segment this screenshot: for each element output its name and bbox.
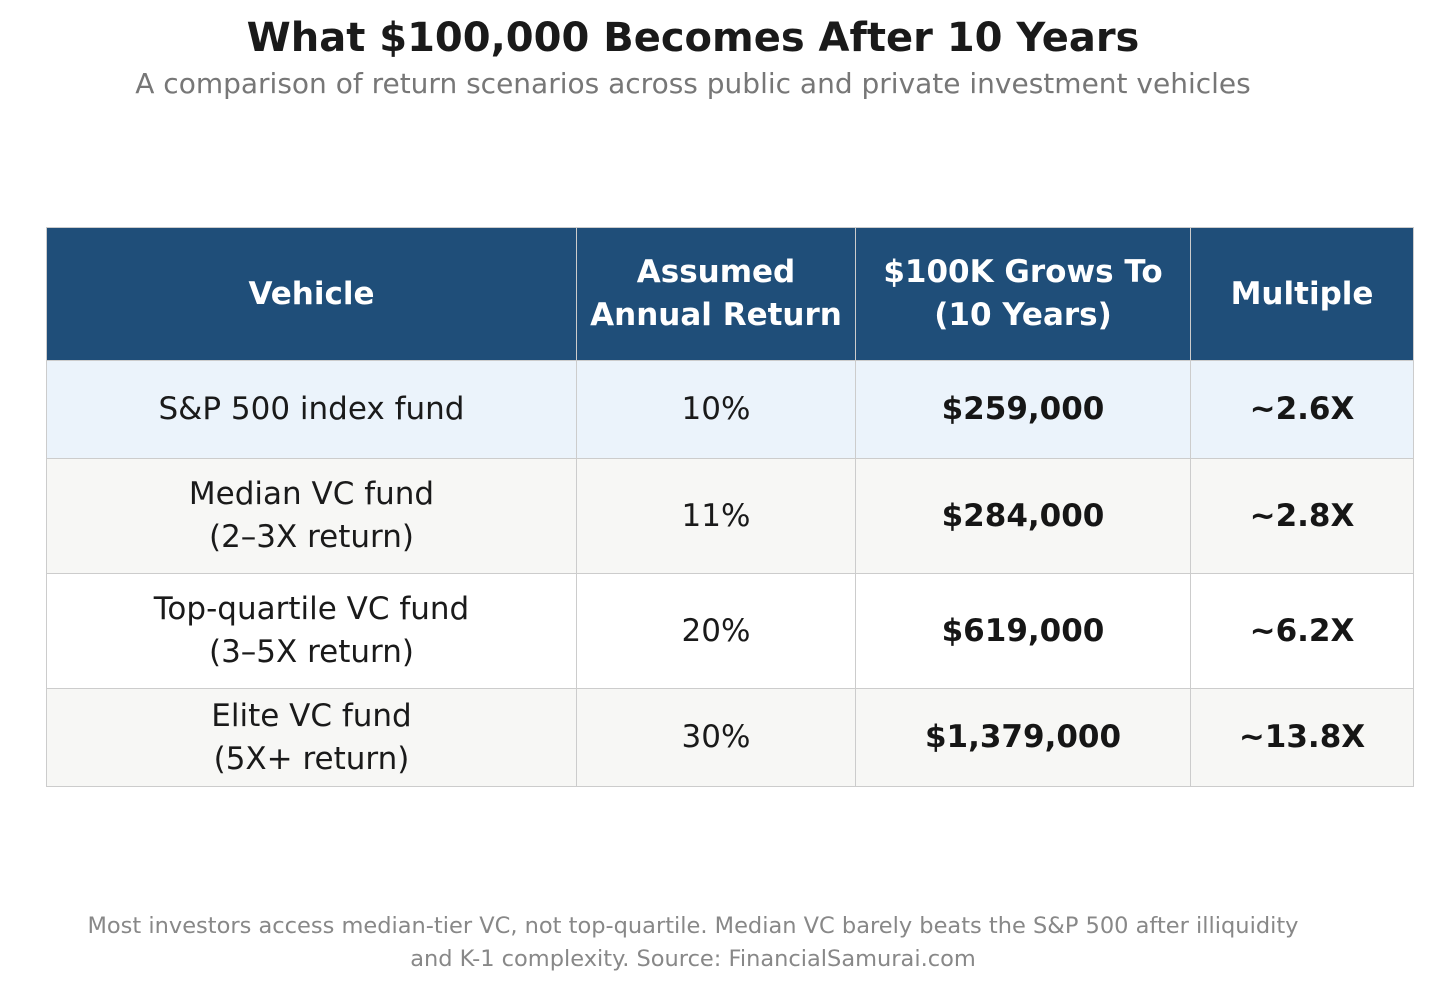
- cell-multiple: ~2.6X: [1190, 360, 1414, 459]
- table-row: Median VC fund (2–3X return) 11% $284,00…: [46, 458, 1414, 574]
- comparison-table: Vehicle Assumed Annual Return $100K Grow…: [46, 227, 1414, 787]
- header-grows-to-line1: $100K Grows To: [883, 254, 1163, 290]
- cell-vehicle: Median VC fund (2–3X return): [46, 458, 577, 574]
- vehicle-name: Top-quartile VC fund: [153, 591, 470, 627]
- header-multiple: Multiple: [1190, 227, 1414, 361]
- cell-annual-return: 20%: [576, 573, 856, 689]
- cell-grows-to: $1,379,000: [855, 688, 1191, 787]
- vehicle-return-range: (2–3X return): [208, 519, 414, 555]
- cell-grows-to: $284,000: [855, 458, 1191, 574]
- chart-subtitle: A comparison of return scenarios across …: [135, 67, 1251, 100]
- cell-multiple: ~6.2X: [1190, 573, 1414, 689]
- footnote: Most investors access median-tier VC, no…: [0, 910, 1386, 976]
- table-row: S&P 500 index fund 10% $259,000 ~2.6X: [46, 360, 1414, 459]
- cell-vehicle: S&P 500 index fund: [46, 360, 577, 459]
- header-multiple-label: Multiple: [1230, 275, 1374, 312]
- vehicle-return-range: (3–5X return): [208, 634, 414, 670]
- table-row: Elite VC fund (5X+ return) 30% $1,379,00…: [46, 688, 1414, 787]
- cell-annual-return: 11%: [576, 458, 856, 574]
- header-vehicle-label: Vehicle: [248, 275, 375, 312]
- vehicle-return-range: (5X+ return): [213, 740, 410, 777]
- vehicle-name: Median VC fund: [188, 476, 435, 512]
- cell-annual-return: 10%: [576, 360, 856, 459]
- header-annual-return-line1: Assumed: [636, 254, 796, 290]
- cell-vehicle: Top-quartile VC fund (3–5X return): [46, 573, 577, 689]
- header-grows-to-line2: (10 Years): [934, 297, 1112, 333]
- table-header-row: Vehicle Assumed Annual Return $100K Grow…: [46, 227, 1414, 361]
- vehicle-name: S&P 500 index fund: [158, 391, 465, 427]
- table-row: Top-quartile VC fund (3–5X return) 20% $…: [46, 573, 1414, 689]
- chart-title: What $100,000 Becomes After 10 Years: [246, 15, 1140, 61]
- header-annual-return: Assumed Annual Return: [576, 227, 856, 361]
- footnote-line-1: Most investors access median-tier VC, no…: [87, 913, 1299, 939]
- header-vehicle: Vehicle: [46, 227, 577, 361]
- cell-vehicle: Elite VC fund (5X+ return): [46, 688, 577, 787]
- cell-multiple: ~2.8X: [1190, 458, 1414, 574]
- header-annual-return-line2: Annual Return: [590, 297, 842, 333]
- cell-grows-to: $259,000: [855, 360, 1191, 459]
- cell-grows-to: $619,000: [855, 573, 1191, 689]
- cell-multiple: ~13.8X: [1190, 688, 1414, 787]
- footnote-line-2: and K-1 complexity. Source: FinancialSam…: [410, 946, 976, 972]
- cell-annual-return: 30%: [576, 688, 856, 787]
- header-grows-to: $100K Grows To (10 Years): [855, 227, 1191, 361]
- vehicle-name: Elite VC fund: [211, 697, 412, 734]
